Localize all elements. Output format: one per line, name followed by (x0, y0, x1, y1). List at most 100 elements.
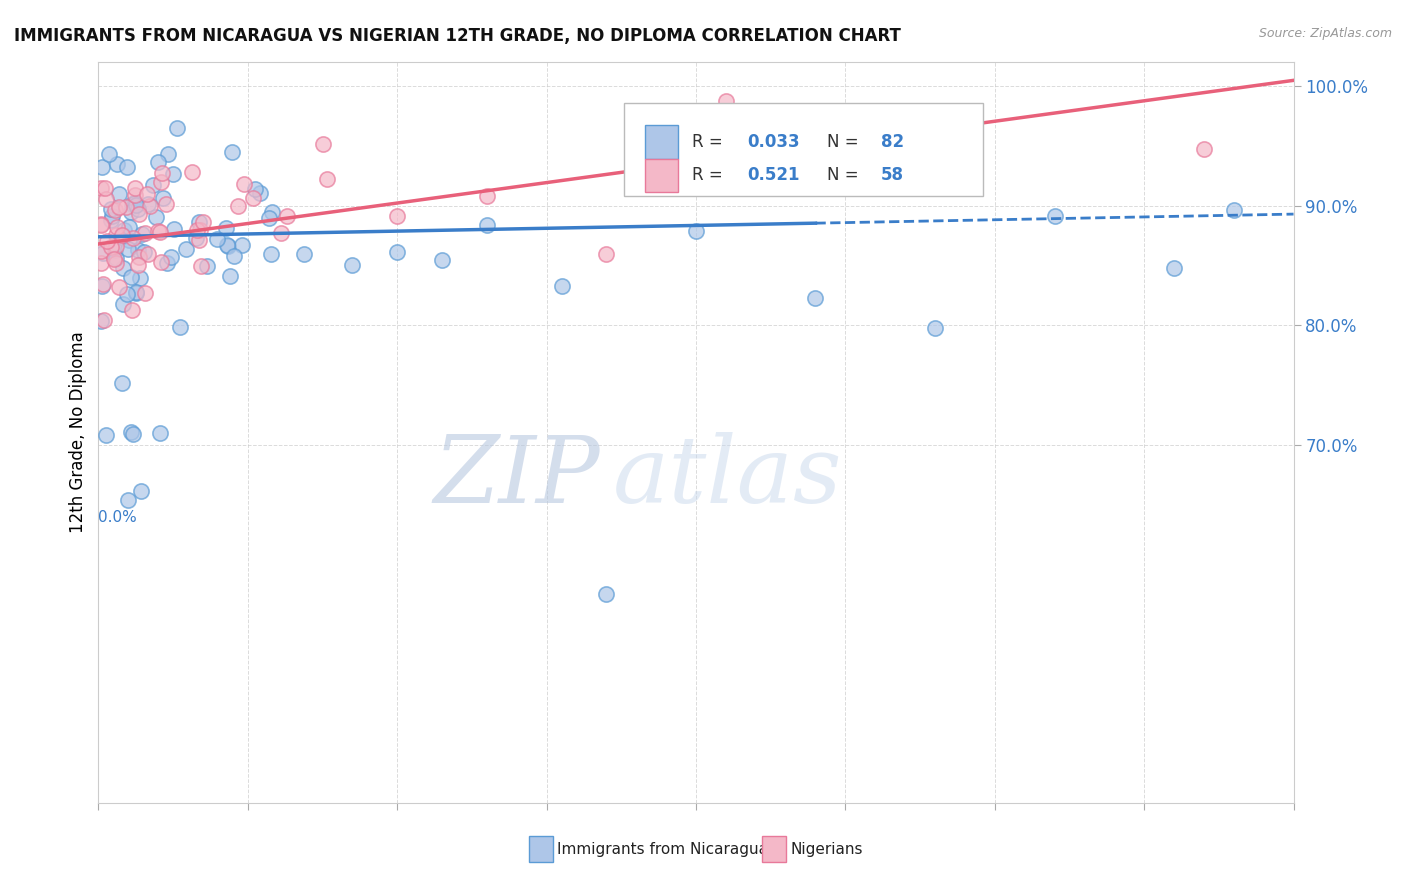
Point (136, 197, 159, 211)
Point (96, 193, 118, 207)
Text: N =: N = (827, 133, 865, 151)
Point (226, 199, 249, 213)
Point (104, 243, 127, 257)
Point (169, 319, 191, 334)
Point (145, 210, 167, 224)
Point (134, 244, 156, 259)
FancyBboxPatch shape (624, 103, 983, 195)
Point (242, 191, 264, 205)
Bar (644, 126, 678, 159)
Point (90, 244, 112, 258)
Point (124, 187, 146, 202)
Bar (644, 159, 678, 192)
Point (90, 180, 112, 194)
Point (129, 271, 152, 285)
Point (231, 237, 253, 252)
Point (91, 160, 114, 174)
Point (166, 120, 188, 135)
Point (108, 200, 131, 214)
Point (190, 259, 212, 273)
Text: R =: R = (692, 166, 728, 184)
Point (205, 232, 228, 246)
Point (121, 302, 143, 317)
Point (146, 155, 169, 169)
Text: Source: ZipAtlas.com: Source: ZipAtlas.com (1258, 27, 1392, 40)
Point (128, 250, 150, 264)
Point (100, 212, 122, 227)
Text: atlas: atlas (613, 432, 842, 522)
Text: N =: N = (827, 166, 865, 184)
Point (804, 292, 827, 306)
Point (865, 131, 887, 145)
Point (342, 258, 364, 272)
Point (385, 209, 409, 223)
Point (111, 228, 134, 243)
Point (98, 146, 121, 161)
Point (112, 229, 135, 244)
Point (134, 226, 156, 240)
Point (114, 200, 136, 214)
Point (276, 209, 298, 223)
Point (124, 180, 146, 194)
Point (111, 376, 134, 391)
Point (430, 253, 453, 268)
Point (91, 278, 114, 293)
Point (150, 255, 173, 269)
Point (104, 203, 127, 218)
Point (219, 268, 242, 283)
Point (120, 269, 142, 284)
Point (186, 231, 208, 245)
Text: 0.033: 0.033 (748, 133, 800, 151)
Point (249, 186, 271, 200)
Point (188, 223, 211, 237)
Point (121, 205, 143, 219)
Text: Immigrants from Nicaragua: Immigrants from Nicaragua (557, 842, 768, 857)
Point (181, 165, 204, 179)
Point (118, 233, 141, 247)
Point (186, 223, 208, 237)
Point (685, 224, 707, 238)
Point (162, 167, 184, 181)
Y-axis label: 12th Grade, No Diploma: 12th Grade, No Diploma (69, 332, 87, 533)
Point (101, 209, 124, 223)
Point (127, 202, 149, 216)
Point (93, 313, 115, 327)
Point (125, 198, 148, 212)
Point (174, 242, 197, 256)
Point (90, 218, 112, 232)
Point (105, 227, 128, 242)
Point (221, 145, 243, 159)
Point (105, 238, 128, 252)
Point (217, 238, 239, 252)
Point (125, 285, 148, 299)
Point (1223, 203, 1246, 218)
Point (217, 237, 239, 252)
Text: Nigerians: Nigerians (790, 842, 863, 857)
Point (100, 240, 122, 254)
Point (187, 215, 209, 229)
Point (475, 188, 498, 202)
Point (141, 178, 163, 192)
Point (107, 187, 129, 202)
Point (193, 215, 215, 229)
Point (156, 147, 179, 161)
Point (90, 256, 112, 270)
Point (595, 586, 617, 600)
Point (1192, 142, 1215, 156)
Text: 82: 82 (882, 133, 904, 151)
Text: IMMIGRANTS FROM NICARAGUA VS NIGERIAN 12TH GRADE, NO DIPLOMA CORRELATION CHART: IMMIGRANTS FROM NICARAGUA VS NIGERIAN 12… (14, 27, 901, 45)
Point (122, 231, 145, 245)
Point (475, 218, 498, 232)
Point (91, 277, 114, 292)
Point (714, 94, 737, 108)
Point (1163, 261, 1185, 276)
Bar (762, 836, 786, 862)
Point (128, 207, 150, 221)
Point (924, 320, 946, 334)
Text: ZIP: ZIP (433, 432, 600, 522)
Point (117, 219, 139, 234)
Point (129, 483, 152, 498)
Point (91, 246, 114, 260)
Point (103, 252, 125, 266)
Point (160, 251, 183, 265)
